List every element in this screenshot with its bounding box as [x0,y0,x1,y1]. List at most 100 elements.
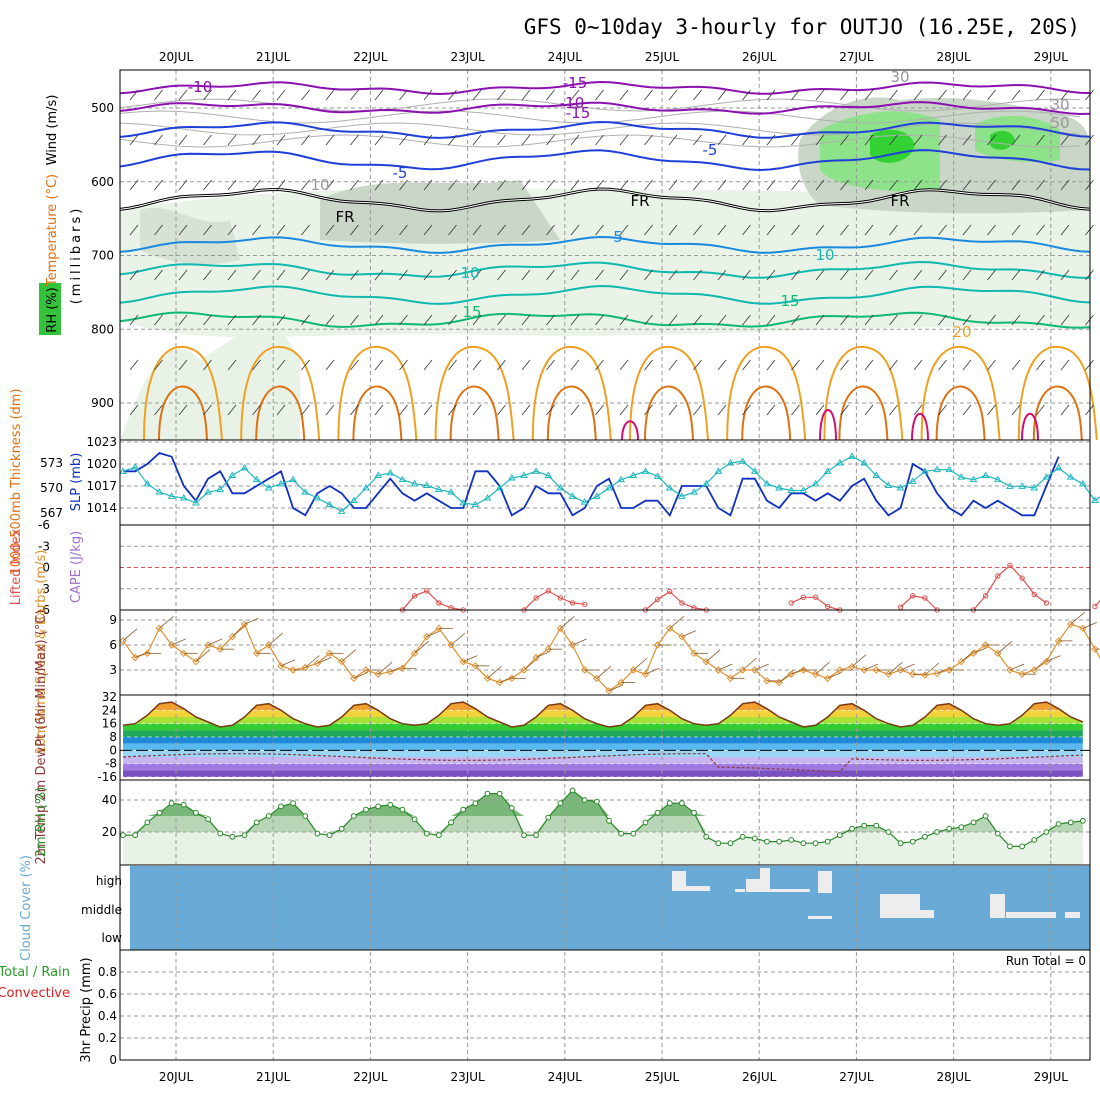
thickness-point [240,464,249,471]
wind-barb [840,314,849,326]
wind-barb [595,314,604,326]
isotherm-10 [119,260,1090,279]
isotherm-20 [143,345,223,441]
thickness-point [714,467,723,474]
wind-barb [913,404,923,416]
thickness-point [690,488,698,495]
rh-point [363,806,369,813]
date-label-top: 24JUL [548,50,583,64]
wind-barb [1060,179,1070,191]
temp-tick: 8 [109,730,117,744]
lifted-index-point [800,594,807,600]
wind-speed-point [398,664,407,673]
date-label-top: 27JUL [839,50,874,64]
wind-barb [668,314,678,326]
lifted-index-line [523,590,585,611]
thickness-point [993,475,1002,483]
thickness-tick: 573 [40,456,63,470]
li-tick: 3 [42,582,50,596]
chart-title: GFS 0~10day 3-hourly for OUTJO (16.25E, … [524,15,1080,39]
wind-barb [448,224,457,236]
wind-barb [766,134,776,146]
wind-barb [840,359,849,371]
wind-barb [570,179,580,191]
wind-barb [1011,224,1021,236]
wind-barb [154,179,163,191]
wind-speed-point [580,666,589,674]
wind-barb [1036,314,1045,326]
rh-point [521,832,527,839]
wind-barb [889,134,898,146]
wind-barb [399,89,408,101]
rh-point [472,800,479,807]
wind-barb [301,404,310,416]
wind-barb [546,179,555,191]
wind-barb [644,224,653,236]
rh-tick: 20 [102,825,117,839]
wind-barb [938,404,947,416]
rh-point [934,829,940,835]
rh-point [581,797,588,803]
wind-barb [889,89,898,101]
lifted-index-point [1092,603,1098,610]
wind-barb-10m [304,655,320,668]
wind-barb [1060,359,1070,371]
wind-barb [644,359,653,371]
wind-barb [521,89,531,101]
rh-shade-green-core [990,130,1015,150]
wind-barb [129,404,139,416]
temp-band [123,710,1083,717]
wind-barb [644,89,653,101]
wind-barb [913,269,923,281]
rh-point [970,819,977,826]
wind-barb [203,404,212,416]
cloud-block [760,868,770,892]
wind-barb [693,359,702,371]
wind-barb [472,224,482,236]
wind-barb [1060,89,1070,101]
contour-label: 15 [462,303,481,321]
wind-barb [913,179,923,191]
wind-speed-point [690,649,698,658]
wind-barb [472,404,482,416]
rh-point [946,825,953,832]
wind-barb [742,359,751,371]
pressure-tick: 900 [91,396,114,410]
cloud-block [808,916,832,919]
wind-speed-point [143,649,152,658]
wind-speed-point [981,641,990,649]
wind-barb [742,314,751,326]
rh-shade-green-core [870,129,915,163]
wind-barb [399,404,408,416]
wind-barb [840,404,849,416]
wind-barb [619,314,629,326]
wind-speed-point [447,641,455,649]
isotherm-minus10 [119,101,1091,116]
contour-label: -10 [188,78,213,96]
wind-barb [1060,404,1070,416]
contour-label: 50 [1050,114,1069,132]
rh-point [350,813,357,819]
wind-barb [987,224,996,236]
thickness-point [665,484,674,491]
wind-barb [325,404,335,416]
wind-barb [938,179,947,191]
rh-point [618,830,625,837]
ylabel-10m-wind: 10m Wind Speed & Barbs (m/s) [34,550,49,755]
isotherm-25 [255,385,306,441]
wind-barb [962,269,972,281]
wind-barb [154,269,163,281]
wind-barb [301,269,310,281]
contour-label: FR [630,192,649,210]
rh-shade-mid [140,207,240,265]
wind-barb [1011,359,1021,371]
thickness-point [738,457,747,464]
rh-point [387,801,394,808]
pressure-tick: 700 [91,249,114,263]
lifted-index-point [995,573,1001,579]
wind-barb [154,314,163,326]
temp-tick: -16 [97,770,117,784]
wind-barb [938,269,947,281]
wind-barb-10m [450,632,466,646]
wind-barb [521,269,531,281]
